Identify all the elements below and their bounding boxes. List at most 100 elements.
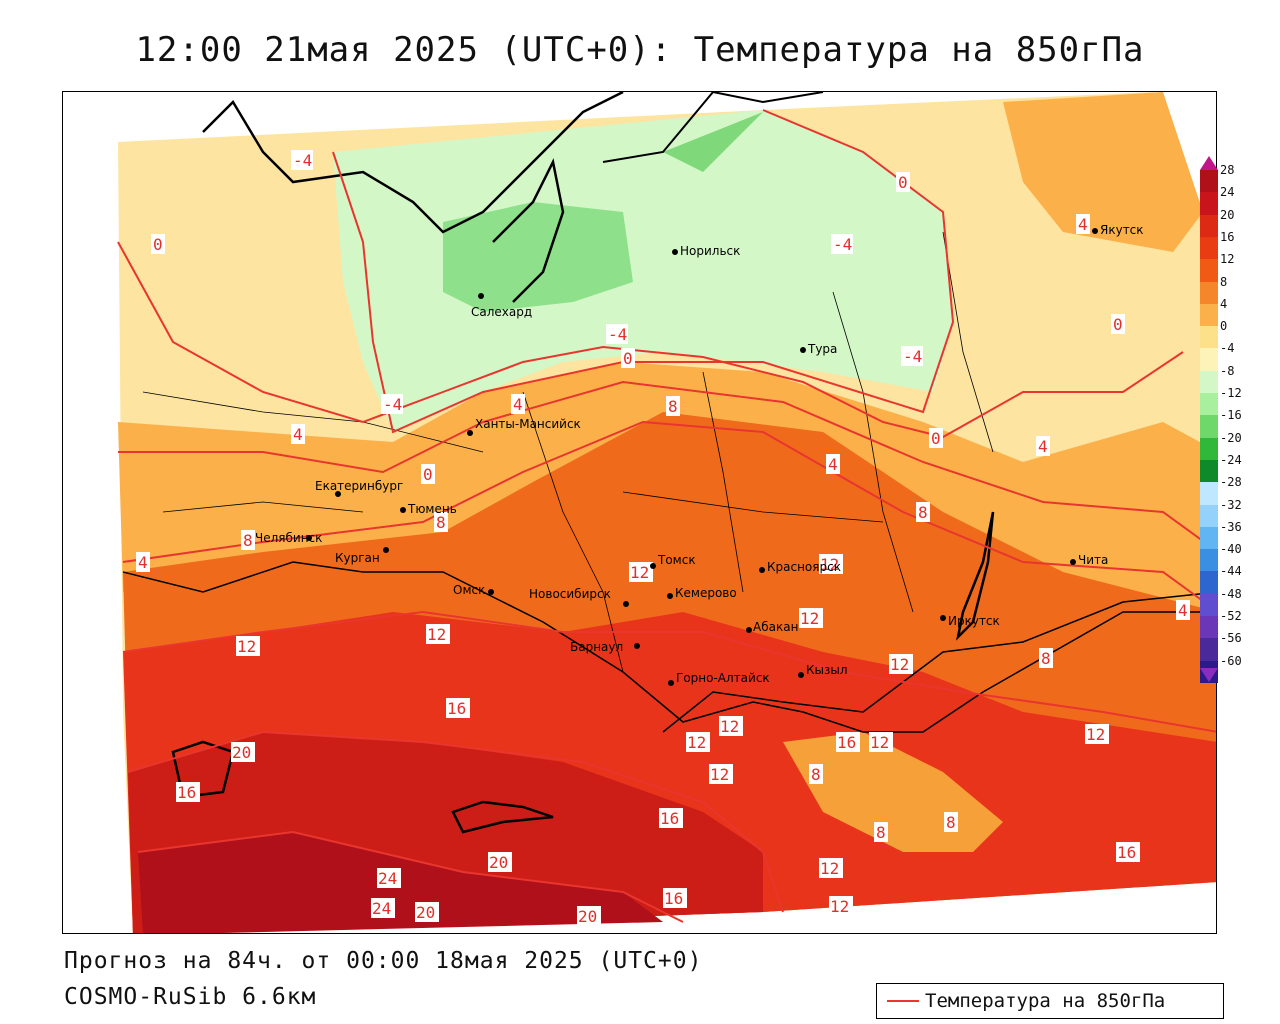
contour-label: 12 (629, 562, 653, 582)
colorbar-tick-label: -24 (1220, 452, 1242, 467)
colorbar-tick-label: -4 (1220, 341, 1235, 356)
colorbar-swatch (1200, 504, 1218, 528)
svg-text:4: 4 (293, 425, 303, 444)
contour-label: 12 (819, 554, 843, 574)
colorbar-tick-label: 24 (1220, 185, 1235, 200)
colorbar-swatch (1200, 326, 1218, 349)
svg-text:Чита: Чита (1078, 553, 1108, 567)
contour-label: 0 (621, 348, 635, 368)
contour-label: 20 (488, 852, 512, 872)
svg-text:12: 12 (890, 655, 909, 674)
colorbar-tick-label: -36 (1220, 519, 1242, 534)
contour-label: -4 (291, 150, 313, 170)
colorbar-tick-label: -56 (1220, 631, 1242, 646)
svg-text:4: 4 (1178, 601, 1188, 620)
contour-label: 12 (426, 624, 450, 644)
colorbar-swatch (1200, 638, 1218, 662)
svg-text:8: 8 (668, 397, 678, 416)
lake-balkhash (451, 800, 554, 834)
colorbar-swatch (1200, 616, 1218, 639)
svg-text:Екатеринбург: Екатеринбург (315, 479, 403, 493)
svg-text:24: 24 (378, 869, 397, 888)
svg-text:16: 16 (664, 889, 683, 908)
contour-label: 12 (719, 716, 743, 736)
isotherm-16 (127, 730, 784, 913)
svg-text:Абакан: Абакан (753, 620, 798, 634)
colorbar-bottom-arrow (1200, 668, 1218, 682)
svg-text:Горно-Алтайск: Горно-Алтайск (676, 671, 770, 685)
svg-text:24: 24 (372, 899, 391, 918)
colorbar-swatch (1200, 281, 1218, 305)
contour-label: 8 (874, 822, 888, 842)
temperature-map[interactable]: -4 0 0 4 -4 0 -4 0 -4 -4 4 8 4 0 4 0 4 8… (62, 91, 1217, 934)
city-kurgan: Курган (335, 547, 389, 565)
svg-text:Красноярск: Красноярск (767, 560, 841, 574)
contour-label: 0 (421, 464, 435, 484)
contour-label: 8 (916, 502, 930, 522)
svg-text:Барнаул: Барнаул (570, 640, 623, 654)
svg-text:16: 16 (1117, 843, 1136, 862)
svg-text:4: 4 (1038, 437, 1048, 456)
chart-title: 12:00 21мая 2025 (UTC+0): Температура на… (135, 30, 1145, 70)
svg-text:Тюмень: Тюмень (407, 502, 457, 516)
map-svg: -4 0 0 4 -4 0 -4 0 -4 -4 4 8 4 0 4 0 4 8… (63, 92, 1216, 933)
contour-label: 8 (241, 530, 255, 550)
svg-text:Новосибирск: Новосибирск (529, 587, 611, 601)
colorbar-tick-label: -40 (1220, 542, 1242, 557)
legend-line-swatch (887, 1000, 919, 1002)
contour-label: 4 (136, 552, 150, 572)
city-irkutsk: Иркутск (940, 614, 1000, 628)
contour-label: 4 (1176, 600, 1190, 620)
city-chita: Чита (1070, 553, 1108, 567)
svg-text:12: 12 (830, 897, 849, 916)
colorbar-tick-label: 0 (1220, 319, 1228, 334)
svg-text:8: 8 (946, 813, 956, 832)
contour-label: 12 (889, 654, 913, 674)
svg-text:-4: -4 (383, 395, 402, 414)
city-khanty-mansiysk: Ханты-Мансийск (467, 417, 581, 436)
svg-text:16: 16 (447, 699, 466, 718)
contour-label: 12 (799, 608, 823, 628)
kazakh-border (122, 561, 1216, 733)
svg-text:20: 20 (489, 853, 508, 872)
colorbar-tick-label: 28 (1220, 163, 1235, 177)
contour-label: 12 (819, 858, 843, 878)
colorbar-tick-label: -20 (1220, 430, 1242, 445)
contour-label: 0 (1111, 314, 1125, 334)
svg-text:8: 8 (243, 531, 253, 550)
colorbar-swatch (1200, 593, 1218, 617)
svg-text:-4: -4 (833, 235, 852, 254)
svg-text:Кызыл: Кызыл (806, 663, 848, 677)
isotherm-12 (122, 610, 1216, 733)
svg-text:12: 12 (870, 733, 889, 752)
isotherm-20 (137, 830, 684, 923)
legend-label: Температура на 850гПа (925, 990, 1166, 1012)
svg-text:-4: -4 (903, 347, 922, 366)
contour-label: 12 (709, 764, 733, 784)
svg-text:-4: -4 (608, 325, 627, 344)
svg-text:20: 20 (578, 907, 597, 926)
city-yakutsk: Якутск (1092, 223, 1144, 237)
city-gorno-altaysk: Горно-Алтайск (668, 671, 770, 686)
city-abakan: Абакан (746, 620, 798, 634)
city-salekhard: Салехард (471, 293, 532, 319)
contour-label: 12 (869, 732, 893, 752)
colorbar-swatch (1200, 192, 1218, 216)
svg-text:Якутск: Якутск (1100, 223, 1144, 237)
svg-text:Кемерово: Кемерово (675, 586, 737, 600)
contour-label: 12 (1085, 724, 1109, 744)
city-chelyabinsk: Челябинск (255, 531, 322, 545)
city-novosibirsk: Новосибирск (529, 587, 629, 607)
contour-label: 0 (151, 234, 165, 254)
colorbar-tick-label: -32 (1220, 497, 1242, 512)
city-tomsk: Томск (650, 553, 696, 569)
svg-text:12: 12 (427, 625, 446, 644)
colorbar-swatch (1200, 482, 1218, 505)
svg-text:12: 12 (237, 637, 256, 656)
contour-label: 4 (1076, 214, 1090, 234)
city-yekaterinburg: Екатеринбург (315, 479, 403, 497)
coastline-yamal (492, 158, 565, 303)
colorbar: 28 24 20 16 12 8 4 0 -4 -8 -12 -16 -20 -24 -28 -32 -36 -4… (1200, 156, 1280, 690)
contour-label: 20 (577, 906, 601, 926)
coastline-taimyr (602, 92, 824, 163)
